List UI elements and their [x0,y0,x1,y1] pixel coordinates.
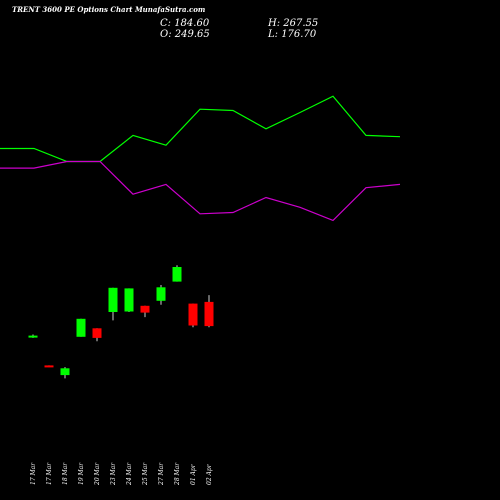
candle [60,367,70,379]
candle-body-up [76,318,86,337]
candle [140,305,150,318]
x-tick-label: 17 Mar [46,462,53,485]
candle [188,303,198,328]
candle-body-down [92,328,102,338]
x-tick-label: 17 Mar [30,462,37,485]
x-tick-label: 20 Mar [94,462,101,486]
candle-body-down [140,305,150,313]
candle-body-down [44,365,54,368]
x-tick-label: 01 Apr [190,463,197,485]
candle-body-up [60,368,70,376]
candle [44,365,54,368]
candle [108,287,118,321]
candle-body-down [204,301,214,327]
candle [124,288,134,312]
x-tick-label: 23 Mar [110,462,117,486]
x-tick-label: 27 Mar [158,462,165,486]
lower-indicator-line [0,160,401,222]
candle-body-up [28,335,38,338]
x-tick-label: 18 Mar [62,462,69,485]
x-tick-label: 24 Mar [126,462,133,486]
candle [92,328,102,342]
chart-title: TRENT 3600 PE Options Chart MunafaSutra.… [12,5,205,14]
candle [156,285,166,305]
open-value: O: 249.65 [160,29,210,40]
candle-body-up [172,267,182,282]
low-value: L: 176.70 [267,29,317,40]
x-tick-label: 02 Apr [206,463,213,485]
candle [204,295,214,328]
candle [76,318,86,337]
candle [28,334,38,338]
candle-body-up [156,287,166,301]
close-value: C: 184.60 [160,18,210,29]
candle-body-up [108,287,118,312]
candle [172,265,182,282]
x-axis-ticks: 17 Mar 17 Mar 18 Mar 19 Mar 20 Mar 23 Mar 24 M… [30,462,213,486]
x-tick-label: 28 Mar [174,462,181,486]
candle-body-up [124,288,134,312]
x-tick-label: 19 Mar [78,462,85,485]
high-value: H: 267.55 [267,18,318,29]
indicator-lines [0,95,401,222]
candle-body-down [188,303,198,326]
candlestick-series [28,265,214,379]
x-tick-label: 25 Mar [142,462,149,486]
